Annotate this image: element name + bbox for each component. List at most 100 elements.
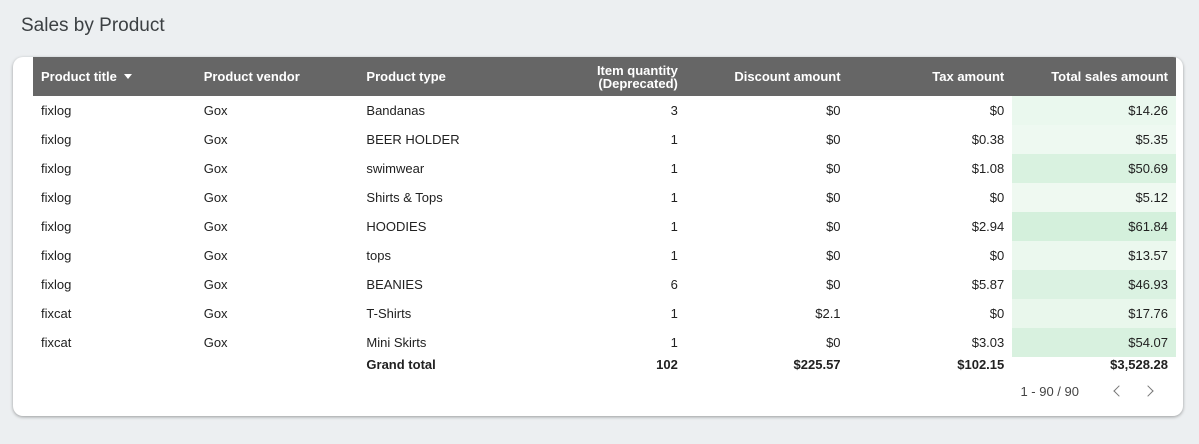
cell-product-type: tops (366, 248, 391, 263)
cell-item-quantity: 1 (670, 161, 678, 176)
cell-total-sales-amount: $17.76 (1012, 299, 1176, 328)
next-page-button[interactable] (1135, 379, 1163, 403)
cell-discount-amount: $0 (826, 190, 841, 205)
cell-discount-amount: $0 (826, 161, 841, 176)
cell-product-title: fixlog (41, 219, 72, 234)
cell-total-sales-amount: $14.26 (1012, 96, 1176, 125)
cell-discount-amount: $0 (826, 219, 841, 234)
cell-product-vendor: Gox (203, 277, 228, 292)
cell-product-type: BEANIES (366, 277, 423, 292)
cell-tax-amount: $0 (989, 248, 1005, 263)
cell-item-quantity: 3 (670, 103, 678, 118)
table-body: fixlog Gox Bandanas 3 $0 $0 $14.26 fixlog Gox BEE… (33, 96, 1176, 372)
cell-total-sales-amount: $5.12 (1012, 183, 1176, 212)
cell-tax-amount: $0.38 (971, 132, 1005, 147)
cell-product-vendor: Gox (203, 306, 228, 321)
table-row[interactable]: fixlog Gox BEANIES 6 $0 $5.87 $46.93 (33, 270, 1176, 299)
header-tax-amount[interactable]: Tax amount (932, 69, 1005, 84)
cell-product-type: Shirts & Tops (366, 190, 443, 205)
cell-tax-amount: $2.94 (971, 219, 1005, 234)
cell-product-vendor: Gox (203, 190, 228, 205)
cell-discount-amount: $0 (826, 132, 841, 147)
sales-table: Product title Product vendor Product typ… (33, 57, 1176, 372)
page-title: Sales by Product (21, 15, 165, 36)
cell-product-title: fixcat (41, 335, 72, 350)
cell-total-sales-amount: $50.69 (1012, 154, 1176, 183)
table-row[interactable]: fixlog Gox HOODIES 1 $0 $2.94 $61.84 (33, 212, 1176, 241)
cell-product-vendor: Gox (203, 132, 228, 147)
header-product-type[interactable]: Product type (366, 69, 446, 84)
cell-total-sales-amount: $13.57 (1012, 241, 1176, 270)
cell-product-title: fixlog (41, 103, 72, 118)
cell-product-title: fixlog (41, 132, 72, 147)
table-row[interactable]: fixlog Gox BEER HOLDER 1 $0 $0.38 $5.35 (33, 125, 1176, 154)
cell-product-vendor: Gox (203, 103, 228, 118)
table-header: Product title Product vendor Product typ… (33, 57, 1176, 96)
cell-product-title: fixlog (41, 161, 72, 176)
cell-discount-amount: $0 (826, 103, 841, 118)
cell-product-type: HOODIES (366, 219, 427, 234)
table-row[interactable]: fixcat Gox Mini Skirts 1 $0 $3.03 $54.07 (33, 328, 1176, 357)
grand-total-sales: $3,528.28 (1110, 357, 1168, 372)
cell-product-vendor: Gox (203, 161, 228, 176)
grand-total-tax: $102.15 (957, 357, 1005, 372)
cell-discount-amount: $0 (826, 335, 841, 350)
header-total-sales-amount[interactable]: Total sales amount (1051, 69, 1168, 84)
cell-product-type: BEER HOLDER (366, 132, 460, 147)
cell-product-title: fixlog (41, 190, 72, 205)
cell-total-sales-amount: $46.93 (1012, 270, 1176, 299)
cell-product-vendor: Gox (203, 248, 228, 263)
table-row[interactable]: fixlog Gox swimwear 1 $0 $1.08 $50.69 (33, 154, 1176, 183)
cell-product-type: swimwear (366, 161, 425, 176)
previous-page-button[interactable] (1103, 379, 1131, 403)
cell-product-type: Bandanas (366, 103, 425, 118)
cell-product-vendor: Gox (203, 335, 228, 350)
header-product-vendor[interactable]: Product vendor (203, 69, 300, 84)
cell-discount-amount: $0 (826, 248, 841, 263)
cell-total-sales-amount: $54.07 (1012, 328, 1176, 357)
cell-item-quantity: 1 (670, 132, 678, 147)
header-discount-amount[interactable]: Discount amount (734, 69, 841, 84)
grand-total-empty-1 (33, 357, 196, 372)
chevron-right-icon (1141, 385, 1154, 397)
cell-tax-amount: $1.08 (971, 161, 1005, 176)
table-row[interactable]: fixlog Gox tops 1 $0 $0 $13.57 (33, 241, 1176, 270)
cell-tax-amount: $0 (989, 190, 1005, 205)
header-item-quantity[interactable]: Item quantity (Deprecated) (596, 62, 678, 91)
cell-tax-amount: $0 (989, 306, 1005, 321)
cell-tax-amount: $5.87 (971, 277, 1005, 292)
table-row[interactable]: fixcat Gox T-Shirts 1 $2.1 $0 $17.76 (33, 299, 1176, 328)
cell-item-quantity: 6 (670, 277, 678, 292)
cell-item-quantity: 1 (670, 248, 678, 263)
table-row[interactable]: fixlog Gox Bandanas 3 $0 $0 $14.26 (33, 96, 1176, 125)
cell-tax-amount: $0 (989, 103, 1005, 118)
grand-total-label: Grand total (366, 357, 436, 372)
cell-discount-amount: $0 (826, 277, 841, 292)
cell-total-sales-amount: $5.35 (1012, 125, 1176, 154)
grand-total-discount: $225.57 (793, 357, 841, 372)
grand-total-empty-2 (196, 357, 359, 372)
table-card: Product title Product vendor Product typ… (13, 57, 1183, 416)
cell-item-quantity: 1 (670, 190, 678, 205)
cell-item-quantity: 1 (670, 219, 678, 234)
cell-product-vendor: Gox (203, 219, 228, 234)
table-row[interactable]: fixlog Gox Shirts & Tops 1 $0 $0 $5.12 (33, 183, 1176, 212)
sort-desc-icon[interactable] (123, 74, 132, 80)
grand-total-row: Grand total 102 $225.57 $102.15 $3,528.28 (33, 357, 1176, 372)
cell-tax-amount: $3.03 (971, 335, 1005, 350)
cell-product-type: Mini Skirts (366, 335, 427, 350)
cell-product-type: T-Shirts (366, 306, 412, 321)
cell-total-sales-amount: $61.84 (1012, 212, 1176, 241)
header-product-title[interactable]: Product title (33, 57, 196, 96)
cell-product-title: fixlog (41, 277, 72, 292)
cell-item-quantity: 1 (670, 306, 678, 321)
pagination-range: 1 - 90 / 90 (1020, 383, 1079, 399)
cell-product-title: fixcat (41, 306, 72, 321)
cell-product-title: fixlog (41, 248, 72, 263)
chevron-left-icon (1112, 385, 1125, 397)
grand-total-quantity: 102 (656, 357, 678, 372)
pagination: 1 - 90 / 90 (1020, 379, 1163, 403)
cell-item-quantity: 1 (670, 335, 678, 350)
cell-discount-amount: $2.1 (815, 306, 841, 321)
